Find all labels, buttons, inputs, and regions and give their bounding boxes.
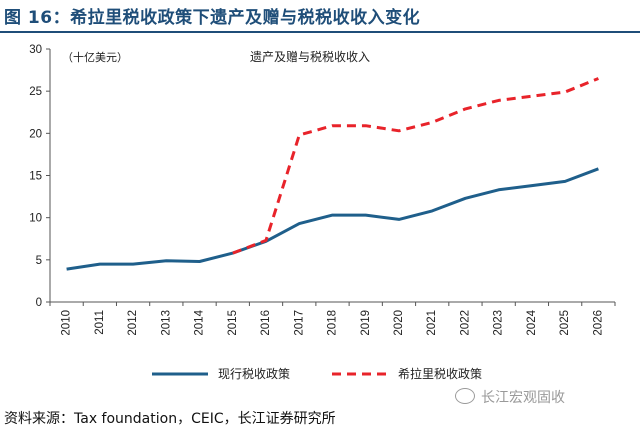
x-tick-label: 2022 bbox=[459, 310, 471, 336]
watermark-text: 长江宏观固收 bbox=[481, 390, 565, 406]
y-tick-label: 25 bbox=[29, 86, 42, 98]
x-tick-label: 2024 bbox=[526, 309, 538, 335]
legend-label-1: 现行税收政策 bbox=[218, 367, 290, 381]
x-tick-label: 2012 bbox=[127, 310, 139, 336]
x-tick-label: 2018 bbox=[327, 310, 339, 336]
x-tick-label: 2026 bbox=[592, 310, 604, 336]
x-tick-label: 2019 bbox=[360, 310, 372, 336]
watermark: 长江宏观固收 bbox=[455, 387, 565, 407]
x-tick-label: 2011 bbox=[94, 310, 106, 335]
unit-label: （十亿美元） bbox=[62, 50, 128, 64]
x-tick-label: 2023 bbox=[493, 310, 505, 336]
y-tick-label: 10 bbox=[29, 213, 42, 225]
chart-title: 遗产及赠与税税收收入 bbox=[250, 50, 370, 64]
title-rule bbox=[0, 31, 640, 33]
x-tick-label: 2020 bbox=[393, 310, 405, 336]
series-line-1 bbox=[66, 167, 599, 271]
legend-label-2: 希拉里税收政策 bbox=[398, 366, 482, 381]
x-tick-label: 2010 bbox=[61, 310, 73, 336]
y-tick-label: 15 bbox=[29, 171, 42, 183]
x-tick-label: 2021 bbox=[426, 310, 438, 336]
x-tick-label: 2014 bbox=[194, 309, 206, 335]
source-note: 资料来源：Tax foundation，CEIC，长江证券研究所 bbox=[4, 411, 336, 427]
series-lines bbox=[66, 77, 599, 271]
legend: 现行税收政策 希拉里税收政策 bbox=[152, 366, 482, 381]
y-tick-label: 20 bbox=[29, 128, 42, 140]
x-tick-label: 2013 bbox=[160, 310, 172, 336]
figure-title: 图 16：希拉里税收政策下遗产及赠与税税收收入变化 bbox=[4, 8, 421, 28]
y-tick-label: 0 bbox=[36, 297, 42, 309]
x-tick-label: 2025 bbox=[559, 310, 571, 336]
y-tick-label: 30 bbox=[29, 44, 42, 56]
series-line-2 bbox=[232, 77, 599, 255]
x-tick-label: 2017 bbox=[293, 310, 305, 336]
x-tick-label: 2015 bbox=[227, 310, 239, 336]
x-tick-label: 2016 bbox=[260, 310, 272, 336]
y-tick-label: 5 bbox=[36, 255, 42, 267]
wechat-icon bbox=[455, 388, 475, 404]
